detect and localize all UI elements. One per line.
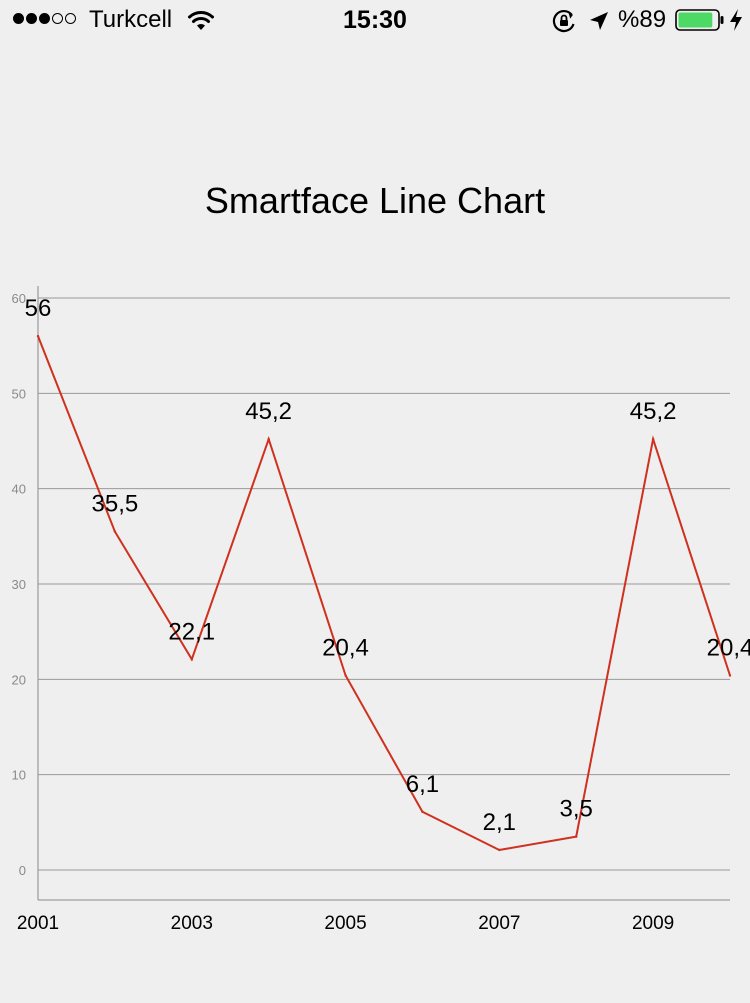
data-label: 2,1 [483,809,516,836]
charging-bolt-icon [730,9,742,31]
data-label: 3,5 [560,796,593,823]
x-axis-ticks: 2001 2003 2005 2007 2009 [17,913,674,934]
y-axis-ticks: 0 10 20 30 40 50 60 [12,291,26,878]
x-tick-label: 2009 [632,913,674,934]
data-point [651,437,655,441]
y-tick-label: 40 [12,482,26,497]
data-point [575,835,578,838]
carrier-name: Turkcell [89,6,173,33]
battery-percent: %89 [618,6,667,33]
data-point [267,437,270,441]
battery-icon [675,9,724,31]
data-label: 35,5 [92,491,139,518]
data-point [728,674,732,677]
wifi-icon [188,11,214,30]
data-label: 20,4 [322,635,369,662]
y-tick-label: 20 [12,672,26,687]
y-tick-label: 30 [12,577,26,592]
x-tick-label: 2005 [324,913,366,934]
data-label: 6,1 [406,771,439,798]
signal-dot [13,13,24,24]
data-label: 56 [25,295,52,322]
chart-axes [37,286,730,901]
data-label: 20,4 [707,635,750,662]
y-tick-label: 60 [12,291,26,306]
x-tick-label: 2001 [17,913,59,934]
data-point [498,848,501,852]
status-bar: Turkcell 15:30 %89 [0,0,750,40]
series-polyline [37,335,731,852]
x-tick-label: 2007 [478,913,520,934]
series-line [36,334,732,852]
grid-lines [38,297,730,871]
x-tick-label: 2003 [171,913,213,934]
y-tick-label: 0 [19,863,26,878]
data-label: 45,2 [245,398,292,425]
data-point [190,658,193,661]
data-labels: 56 35,5 22,1 45,2 20,4 6,1 2,1 3,5 45,2 20,4 [25,295,750,836]
rotation-lock-icon [552,9,575,33]
data-point [36,334,40,338]
signal-dot [26,13,37,24]
location-arrow-icon [590,12,608,30]
signal-dot [52,13,63,24]
chart-title: Smartface Line Chart [204,180,546,221]
y-tick-label: 50 [12,386,26,401]
data-label: 22,1 [168,618,215,645]
y-tick-label: 10 [12,768,26,783]
signal-dot [65,13,76,24]
data-point [421,810,424,814]
signal-dot [39,13,50,24]
status-time: 15:30 [343,6,407,34]
data-label: 45,2 [630,398,677,425]
data-point [344,674,347,677]
data-point [113,530,117,533]
signal-dots-icon [13,13,76,27]
